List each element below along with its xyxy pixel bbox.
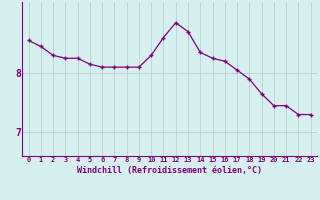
X-axis label: Windchill (Refroidissement éolien,°C): Windchill (Refroidissement éolien,°C) <box>77 166 262 175</box>
